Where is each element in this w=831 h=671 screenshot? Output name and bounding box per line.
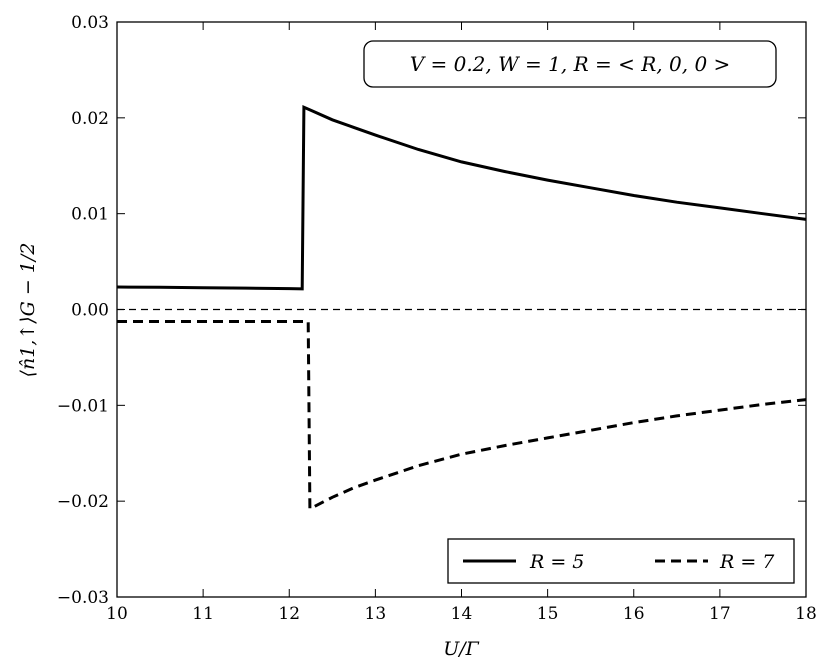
y-tick-label: 0.01: [71, 205, 109, 225]
annotation-box: V = 0.2, W = 1, R = < R, 0, 0 >: [363, 40, 777, 88]
y-axis-label: ⟨n̂1,↑⟩G − 1/2: [17, 243, 39, 378]
x-tick-label: 17: [709, 604, 731, 624]
y-tick-label: −0.03: [57, 588, 109, 608]
y-tick-label: 0.03: [71, 13, 109, 33]
x-tick-label: 12: [278, 604, 300, 624]
legend-frame: [447, 538, 795, 584]
x-tick-label: 14: [451, 604, 473, 624]
x-tick-label: 10: [106, 604, 128, 624]
x-axis-ticks: 10 11 12 13 14 15 16 17 18: [106, 22, 817, 624]
legend-label-r7: R = 7: [719, 551, 775, 573]
x-tick-label: 18: [795, 604, 817, 624]
x-tick-label: 15: [537, 604, 559, 624]
x-tick-label: 16: [623, 604, 645, 624]
plot-layer: [116, 105, 807, 512]
y-tick-label: 0.02: [71, 109, 109, 129]
series-line-r7: [117, 320, 807, 512]
legend-label-r5: R = 5: [529, 551, 584, 573]
series-line-r5: [116, 105, 807, 291]
legend: R = 5 R = 7: [447, 538, 795, 584]
x-tick-label: 13: [365, 604, 387, 624]
y-tick-label: −0.02: [57, 492, 109, 512]
y-tick-label: −0.01: [57, 396, 109, 416]
y-tick-label: 0.00: [71, 301, 109, 321]
annotation-text: V = 0.2, W = 1, R = < R, 0, 0 >: [410, 52, 731, 76]
y-axis-ticks: −0.03 −0.02 −0.01 0.00 0.01 0.02 0.03: [57, 13, 806, 608]
x-tick-label: 11: [192, 604, 214, 624]
annotation-frame: [363, 40, 777, 88]
x-axis-label: U/Γ: [443, 638, 479, 660]
plot-frame: [116, 21, 807, 598]
